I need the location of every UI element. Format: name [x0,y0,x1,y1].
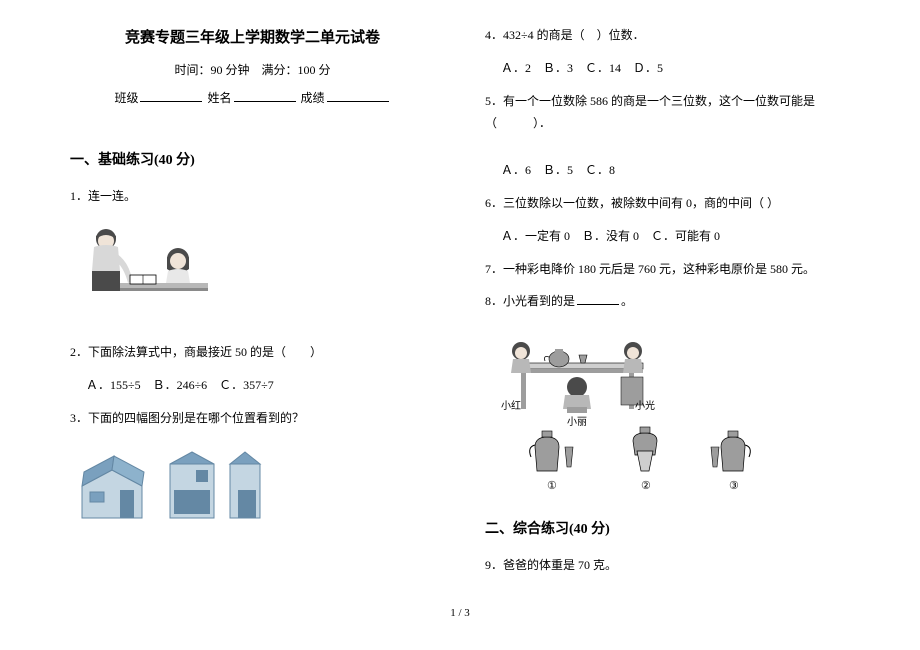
time-value: 90 分钟 [210,63,249,77]
class-blank[interactable] [140,88,202,102]
q8-blank[interactable] [577,291,619,305]
class-label: 班级 [114,91,138,105]
name-blank[interactable] [234,88,296,102]
q6-opts: Ａ．一定有 0 Ｂ．没有 0 Ｃ．可能有 0 [501,225,850,248]
q8-text-a: 8．小光看到的是 [485,294,575,308]
label-hong: 小红 [501,399,521,412]
q5-opts: Ａ．6 Ｂ．5 Ｃ．8 [501,159,850,182]
q3-image [70,446,435,528]
q8-text: 8．小光看到的是 。 [485,290,850,313]
q4-text: 4．432÷4 的商是（ ）位数． [485,24,850,47]
grade-label: 成绩 [301,91,325,105]
q1-text: 1．连一连。 [70,185,435,208]
q2-opts: Ａ．155÷5 Ｂ．246÷6 Ｃ．357÷7 [86,374,435,397]
score-value: 100 分 [298,63,331,77]
exam-sub: 时间：90 分钟 满分：100 分 [70,59,435,82]
label-2: ② [641,480,651,492]
q3-text: 3．下面的四幅图分别是在哪个位置看到的？ [70,407,435,430]
section2-title: 二、综合练习(40 分) [485,517,850,544]
student-info: 班级 姓名 成绩 [70,87,435,110]
page-number: 1 / 3 [70,603,850,624]
label-li: 小丽 [567,416,587,428]
label-guang: 小光 [635,399,655,412]
q1-image [70,223,435,331]
label-3: ③ [729,480,739,492]
name-label: 姓名 [207,91,231,105]
q9-text: 9．爸爸的体重是 70 克。 [485,554,850,577]
exam-title: 竞赛专题三年级上学期数学二单元试卷 [70,24,435,53]
q6-text: 6．三位数除以一位数，被除数中间有 0，商的中间（ ） [485,192,850,215]
q4-opts: Ａ．2 Ｂ．3 Ｃ．14 Ｄ．5 [501,57,850,80]
q2-text: 2．下面除法算式中，商最接近 50 的是（ ） [70,341,435,364]
q8-text-b: 。 [621,294,633,308]
q8-image: 小红 小丽 小光 ① [485,329,850,497]
q5-text: 5．有一个一位数除 586 的商是一个三位数，这个一位数可能是（ ）． [485,90,850,136]
grade-blank[interactable] [327,88,389,102]
section1-title: 一、基础练习(40 分) [70,148,435,175]
label-1: ① [547,480,557,492]
time-label: 时间： [174,63,210,77]
q7-text: 7．一种彩电降价 180 元后是 760 元，这种彩电原价是 580 元。 [485,258,850,281]
score-label: 满分： [262,63,298,77]
